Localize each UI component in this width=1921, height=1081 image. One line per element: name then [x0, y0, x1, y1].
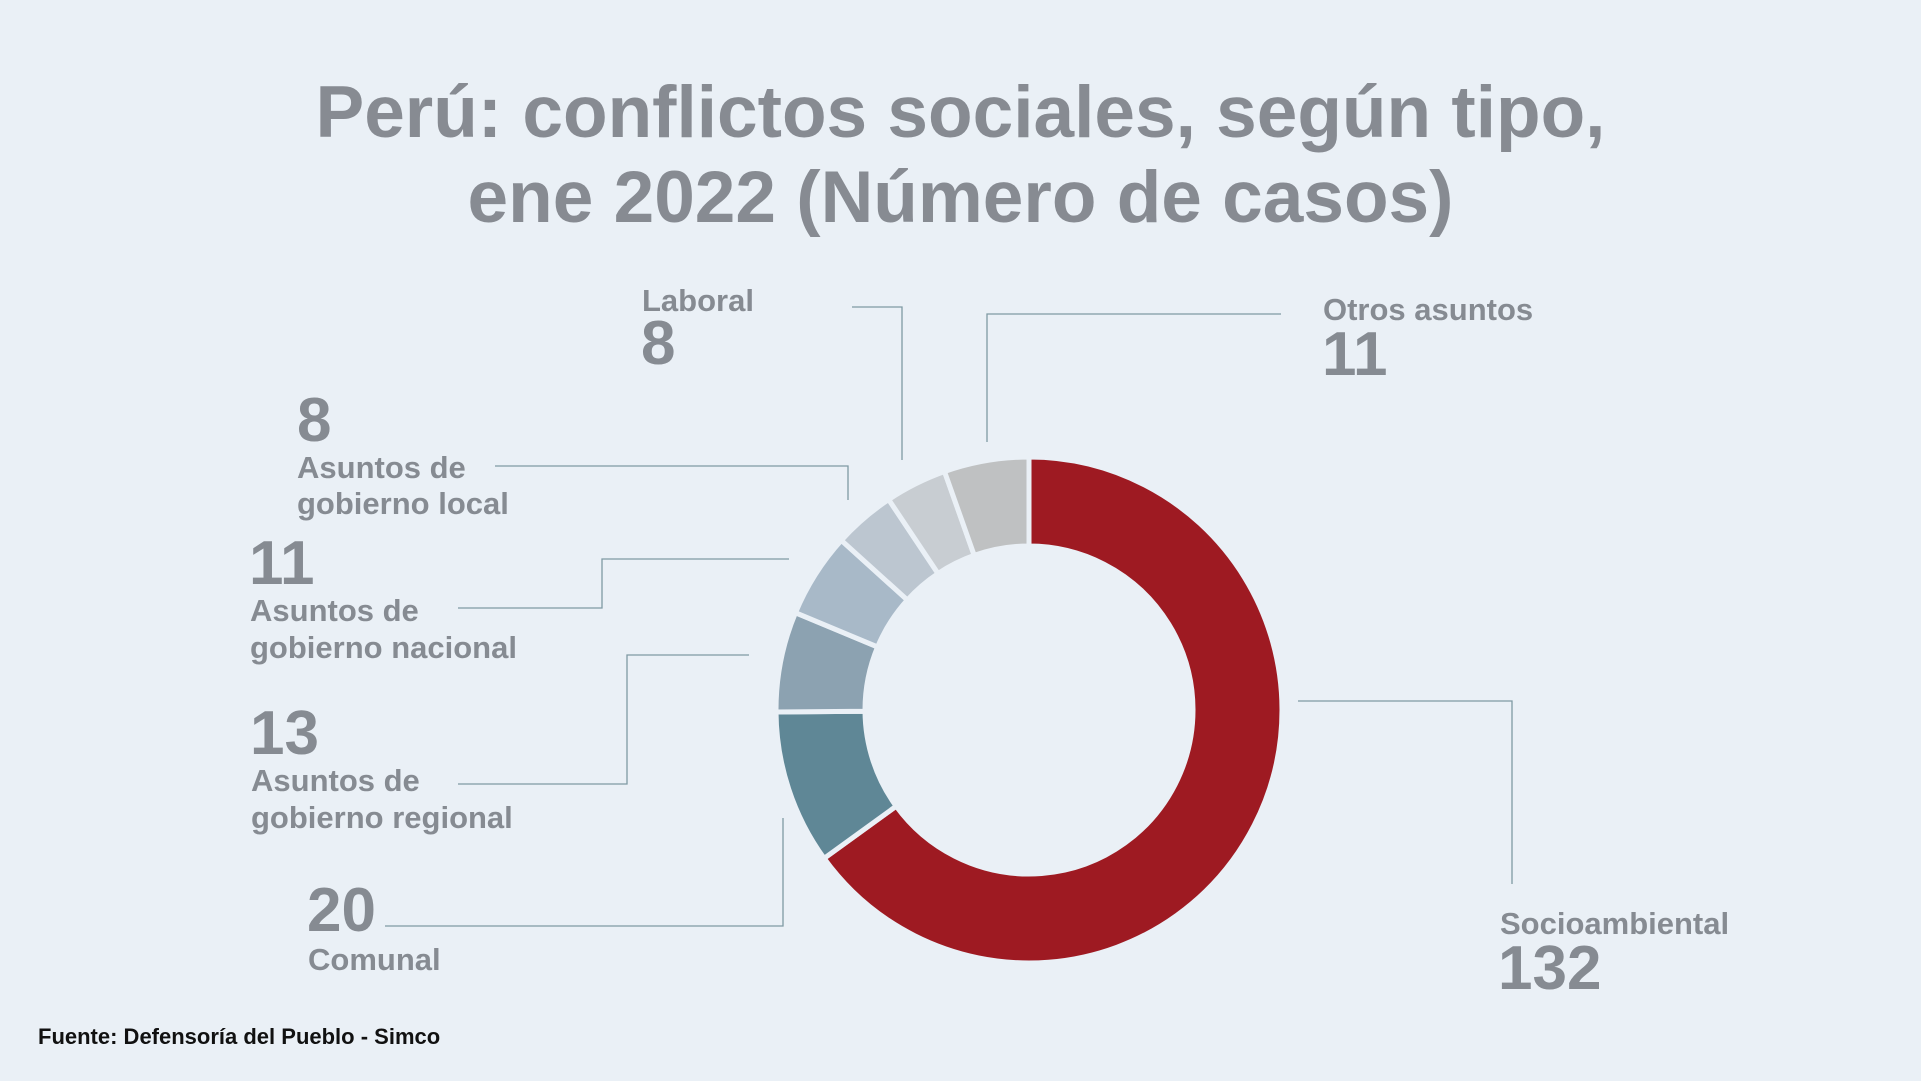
label-comunal: Comunal [308, 942, 441, 977]
chart-title: Perú: conflictos sociales, según tipo, e… [0, 70, 1921, 240]
leader-line-socioambiental [1298, 700, 1513, 884]
label-gobierno-nacional-line-1: Asuntos de [250, 593, 419, 628]
leader-line-local [495, 465, 849, 500]
value-otros-asuntos: 11 [1322, 320, 1388, 389]
leader-line-otros [986, 313, 1281, 442]
leader-line-regional [458, 654, 749, 785]
value-socioambiental: 132 [1498, 934, 1602, 1003]
value-laboral: 8 [641, 309, 676, 378]
label-otros-asuntos: Otros asuntos [1323, 292, 1534, 327]
slice-otros-asuntos [941, 454, 1032, 559]
label-gobierno-regional-line-1: Asuntos de [251, 763, 420, 798]
label-laboral: Laboral [642, 283, 754, 318]
label-socioambiental: Socioambiental [1500, 906, 1730, 941]
value-gobierno-regional: 13 [250, 699, 319, 768]
slice-socioambiental [820, 454, 1285, 966]
chart-title-line-2: ene 2022 (Número de casos) [467, 157, 1454, 238]
leader-line-nacional [458, 558, 789, 609]
donut-slices [773, 454, 1285, 966]
value-gobierno-local: 8 [297, 386, 332, 455]
chart-title-line-1: Perú: conflictos sociales, según tipo, [315, 72, 1606, 153]
leader-line-comunal [385, 818, 784, 927]
leader-line-laboral [852, 306, 903, 460]
label-gobierno-local-line-2: gobierno local [297, 486, 509, 521]
value-gobierno-nacional: 11 [249, 529, 315, 598]
label-gobierno-nacional-line-2: gobierno nacional [250, 630, 517, 665]
value-comunal: 20 [307, 876, 376, 945]
leader-lines [385, 306, 1513, 927]
label-gobierno-local-line-1: Asuntos de [297, 450, 466, 485]
source-note: Fuente: Defensoría del Pueblo - Simco [38, 1024, 441, 1049]
label-gobierno-regional-line-2: gobierno regional [251, 800, 513, 835]
